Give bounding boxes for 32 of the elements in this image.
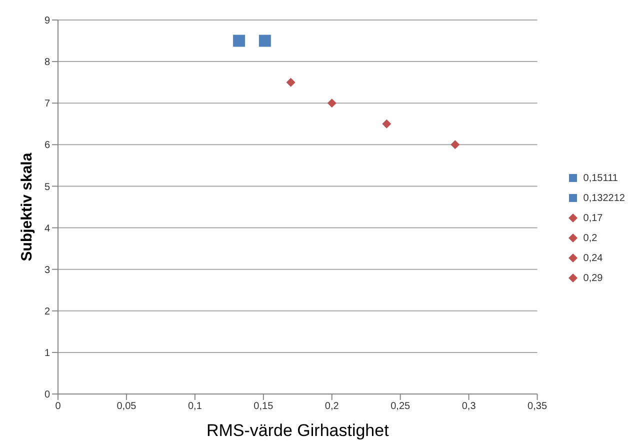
- y-tick-label: 4: [44, 223, 50, 234]
- x-tick-label: 0,35: [528, 401, 548, 412]
- point: [382, 119, 392, 128]
- legend-label: 0,29: [583, 272, 603, 284]
- y-tick-label: 8: [44, 57, 50, 68]
- x-tick-label: 0,1: [188, 401, 202, 412]
- point: [258, 34, 271, 47]
- y-tick-label: 3: [44, 264, 50, 276]
- y-axis-title: Subjektiv skala: [18, 152, 36, 262]
- y-tick-label: 5: [44, 182, 50, 193]
- y-tick-label: 1: [44, 348, 50, 359]
- legend-label: 0,2: [583, 232, 598, 244]
- point: [450, 140, 460, 150]
- x-tick-label: 0,25: [390, 401, 411, 412]
- point: [233, 34, 246, 47]
- legend-label: 0,17: [583, 212, 603, 224]
- y-tick-label: 0: [44, 390, 50, 401]
- y-tick-label: 7: [44, 98, 50, 110]
- legend-label: 0,132212: [583, 192, 625, 204]
- x-axis-title: RMS-värde Girhastighet: [206, 421, 390, 440]
- x-tick-label: 0,3: [462, 401, 476, 412]
- y-tick-label: 9: [44, 16, 50, 27]
- x-tick-label: 0,05: [116, 401, 137, 412]
- legend-label: 0,24: [583, 252, 603, 264]
- point: [286, 78, 296, 87]
- y-tick-label: 6: [44, 140, 50, 152]
- x-tick-label: 0,2: [324, 401, 340, 412]
- y-tick-label: 2: [44, 306, 50, 318]
- legend-label: 0,15111: [583, 172, 618, 184]
- point: [327, 98, 336, 108]
- x-tick-label: 0,15: [254, 401, 274, 412]
- x-tick-label: 0: [55, 401, 62, 412]
